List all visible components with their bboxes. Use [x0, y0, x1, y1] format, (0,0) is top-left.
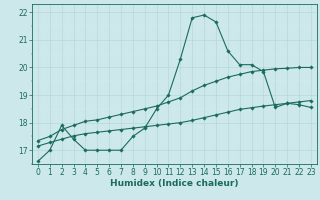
- X-axis label: Humidex (Indice chaleur): Humidex (Indice chaleur): [110, 179, 239, 188]
